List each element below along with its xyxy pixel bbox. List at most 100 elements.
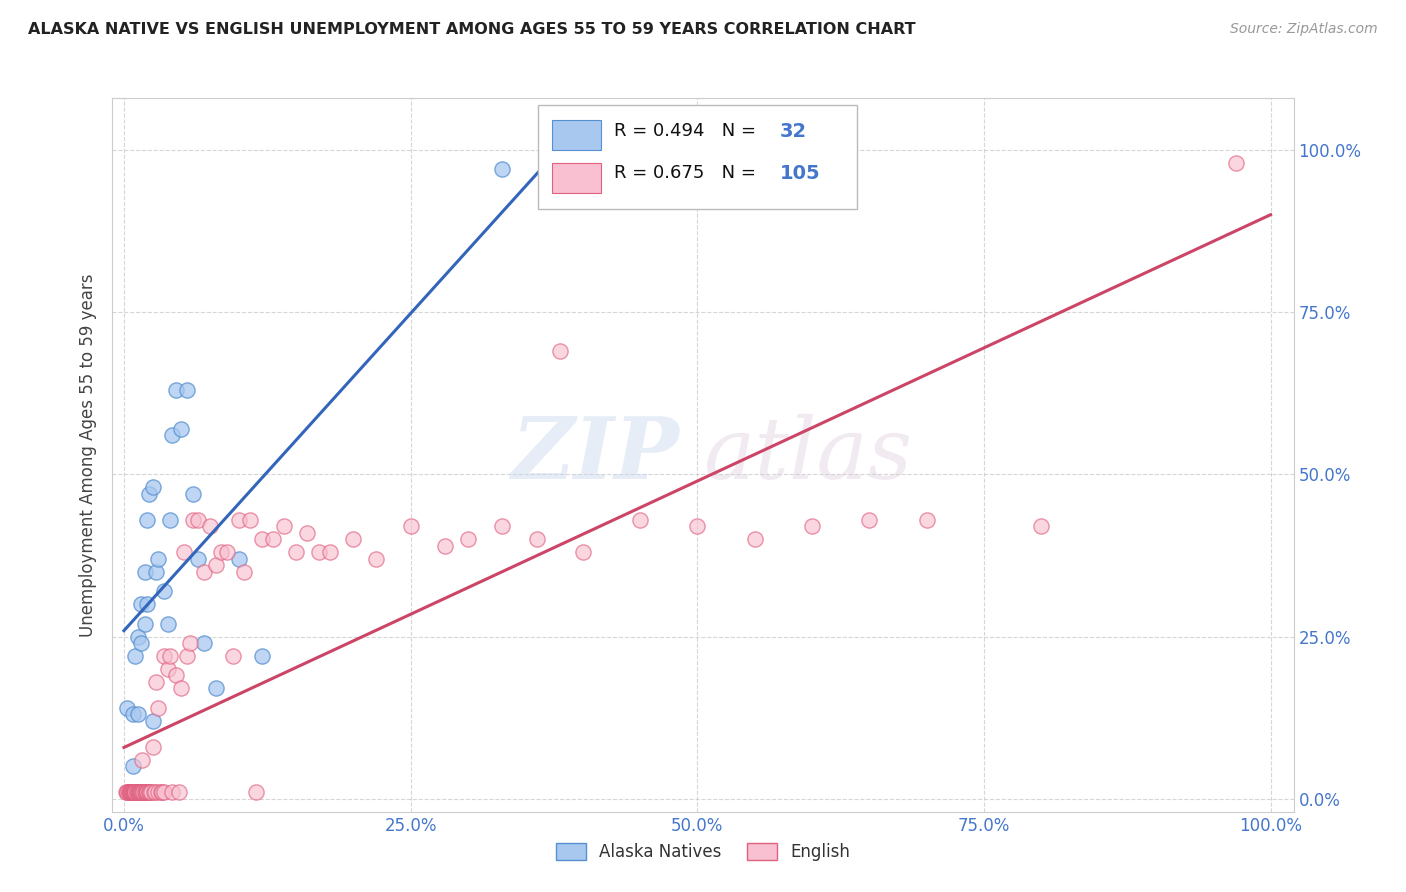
- Point: [159, 648, 181, 663]
- Point: [153, 785, 176, 799]
- Point: [118, 785, 141, 799]
- Point: [457, 533, 479, 547]
- Point: [127, 785, 149, 799]
- Point: [132, 785, 155, 799]
- Point: [145, 565, 167, 579]
- Point: [131, 753, 153, 767]
- Point: [148, 701, 170, 715]
- Point: [187, 513, 209, 527]
- Point: [176, 383, 198, 397]
- Point: [142, 785, 165, 799]
- Point: [127, 785, 149, 799]
- Point: [187, 551, 209, 566]
- Text: Source: ZipAtlas.com: Source: ZipAtlas.com: [1230, 22, 1378, 37]
- Point: [150, 785, 173, 799]
- Point: [121, 785, 143, 799]
- Point: [181, 513, 204, 527]
- Point: [139, 785, 162, 799]
- Point: [181, 487, 204, 501]
- Point: [434, 539, 457, 553]
- Point: [122, 785, 145, 799]
- Point: [148, 785, 170, 799]
- FancyBboxPatch shape: [537, 105, 856, 209]
- Point: [120, 785, 142, 799]
- Point: [129, 636, 152, 650]
- Point: [548, 344, 571, 359]
- Point: [127, 707, 149, 722]
- Text: R = 0.675   N =: R = 0.675 N =: [614, 164, 762, 183]
- Point: [233, 565, 256, 579]
- Point: [132, 785, 155, 799]
- Point: [148, 551, 170, 566]
- Point: [134, 565, 156, 579]
- Point: [117, 785, 139, 799]
- Point: [273, 519, 295, 533]
- Point: [145, 675, 167, 690]
- Text: atlas: atlas: [703, 414, 912, 496]
- FancyBboxPatch shape: [551, 120, 602, 150]
- Point: [122, 785, 145, 799]
- Point: [128, 785, 150, 799]
- Point: [135, 513, 157, 527]
- Point: [122, 707, 145, 722]
- Point: [342, 533, 364, 547]
- Point: [143, 785, 166, 799]
- Point: [134, 785, 156, 799]
- Point: [165, 383, 187, 397]
- Point: [491, 519, 513, 533]
- Point: [159, 513, 181, 527]
- Point: [167, 785, 190, 799]
- Point: [129, 785, 152, 799]
- Point: [125, 785, 148, 799]
- Point: [537, 162, 560, 177]
- Point: [120, 785, 142, 799]
- Point: [209, 545, 232, 559]
- Point: [122, 785, 145, 799]
- Point: [121, 785, 143, 799]
- Point: [138, 785, 160, 799]
- Point: [134, 616, 156, 631]
- Point: [135, 785, 157, 799]
- Point: [170, 422, 193, 436]
- Point: [127, 630, 149, 644]
- Text: R = 0.494   N =: R = 0.494 N =: [614, 121, 762, 140]
- Point: [129, 785, 152, 799]
- Point: [491, 162, 513, 177]
- Point: [122, 785, 145, 799]
- Point: [297, 525, 319, 540]
- Point: [129, 597, 152, 611]
- Y-axis label: Unemployment Among Ages 55 to 59 years: Unemployment Among Ages 55 to 59 years: [79, 273, 97, 637]
- Point: [142, 714, 165, 728]
- Point: [135, 785, 157, 799]
- Point: [120, 785, 142, 799]
- Point: [135, 785, 157, 799]
- Point: [142, 739, 165, 754]
- Point: [217, 545, 239, 559]
- Point: [262, 533, 284, 547]
- Point: [366, 551, 388, 566]
- Point: [124, 785, 146, 799]
- Point: [319, 545, 342, 559]
- Point: [129, 785, 152, 799]
- Point: [245, 785, 267, 799]
- Point: [118, 785, 141, 799]
- Point: [129, 785, 152, 799]
- Point: [526, 533, 548, 547]
- Point: [124, 785, 146, 799]
- Legend: Alaska Natives, English: Alaska Natives, English: [550, 836, 856, 868]
- Point: [284, 545, 307, 559]
- Point: [1225, 156, 1247, 170]
- Point: [142, 480, 165, 494]
- Point: [129, 785, 152, 799]
- Point: [122, 785, 145, 799]
- Point: [204, 681, 226, 696]
- Point: [124, 648, 146, 663]
- Point: [1031, 519, 1053, 533]
- Point: [135, 785, 157, 799]
- Point: [198, 519, 221, 533]
- Point: [165, 668, 187, 682]
- Point: [124, 785, 146, 799]
- Point: [193, 636, 215, 650]
- Point: [138, 487, 160, 501]
- Point: [170, 681, 193, 696]
